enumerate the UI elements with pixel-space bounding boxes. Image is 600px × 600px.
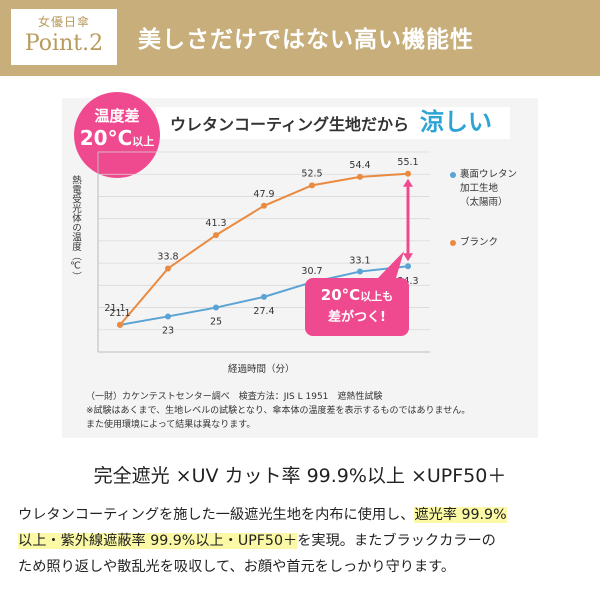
temp-badge-suffix: 以上 [132, 135, 155, 148]
header-title: 美しさだけではない高い機能性 [138, 27, 474, 53]
legend-label-line: 加工生地 [460, 183, 499, 194]
legend-item-urethane: 裏面ウレタン 加工生地 （太陽雨） [450, 168, 536, 210]
data-label: 25 [210, 317, 222, 328]
legend-label-line: 裏面ウレタン [460, 169, 518, 180]
data-label: 33.1 [349, 256, 370, 267]
callout-degrees: 20°C [320, 286, 361, 304]
highlight-text: 遮光率 99.9% [414, 507, 507, 523]
point-badge: 女優日傘 Point.2 [10, 8, 118, 66]
legend-label-blank: ブランク [460, 237, 499, 248]
data-label: 41.3 [205, 218, 226, 229]
temp-badge-label: 温度差 [94, 107, 140, 125]
callout-pointer [378, 251, 404, 278]
legend-item-blank: ブランク [450, 236, 536, 250]
chart-legend: 裏面ウレタン 加工生地 （太陽雨） ブランク [450, 168, 536, 276]
description-line: ため照り返しや散乱光を吸収して、お顔や首元をしっかり守ります。 [18, 554, 588, 580]
legend-dot-blank [450, 240, 456, 246]
description-text: ため照り返しや散乱光を吸収して、お顔や首元をしっかり守ります。 [18, 559, 456, 575]
note-line: ※試験はあくまで、生地レベルの試験となり、傘本体の温度差を表示するものではありま… [86, 406, 471, 416]
arrow-head [403, 253, 413, 262]
badge-subtitle: 女優日傘 [37, 15, 90, 29]
data-label: 47.9 [253, 189, 274, 200]
difference-callout: 20°C以上も 差がつく! [305, 278, 409, 336]
callout-suffix: 以上も [360, 290, 394, 303]
data-point [405, 170, 411, 177]
chart-series [117, 170, 411, 328]
y-axis-title: 熱電受光体の温度（℃） [70, 175, 81, 281]
legend-label-line: （太陽雨） [460, 197, 508, 208]
note-line: （一財）カケンテストセンター調べ 検査方法：JIS L 1951 遮熱性試験 [86, 392, 383, 402]
callout-text: 差がつく! [328, 310, 386, 325]
data-point [213, 304, 219, 311]
data-point [357, 268, 363, 275]
data-point [261, 202, 267, 209]
data-label: 27.4 [253, 306, 274, 317]
headline-bar [156, 107, 510, 139]
headline-text: ウレタンコーティング生地だから [170, 115, 410, 134]
data-label: 52.5 [301, 168, 322, 179]
data-label: 21.1 [109, 308, 130, 319]
test-notes: （一財）カケンテストセンター調べ 検査方法：JIS L 1951 遮熱性試験 ※… [86, 390, 470, 432]
description-text: を実現。またブラックカラーの [297, 533, 496, 549]
temp-badge-degrees: 20°C [79, 126, 133, 150]
data-label: 30.7 [301, 266, 322, 277]
temp-badge-value: 20°C以上 [74, 125, 160, 155]
data-point [309, 182, 315, 189]
data-point [357, 173, 363, 180]
x-axis-title: 経過時間（分） [228, 364, 295, 375]
description: ウレタンコーティングを施した一級遮光生地を内布に使用し、遮光率 99.9% 以上… [18, 502, 588, 580]
temperature-difference-badge: 温度差 20°C以上 [74, 92, 160, 178]
callout-value: 20°C以上も [305, 284, 409, 308]
data-point [213, 232, 219, 239]
header-bar: 女優日傘 Point.2 美しさだけではない高い機能性 [0, 0, 600, 76]
data-label: 33.8 [157, 251, 178, 262]
description-text: ウレタンコーティングを施した一級遮光生地を内布に使用し、 [18, 507, 415, 523]
arrow-head [403, 178, 413, 187]
badge-title: Point.2 [24, 31, 104, 56]
headline-accent: 涼しい [420, 108, 492, 136]
data-point [165, 313, 171, 320]
chart-data-labels: 232527.430.733.134.321.133.841.347.952.5… [104, 157, 418, 337]
description-line: 以上・紫外線遮蔽率 99.9%以上・UPF50＋を実現。またブラックカラーの [18, 528, 588, 554]
data-label: 55.1 [397, 157, 418, 168]
chart-grid [97, 151, 430, 353]
highlight-text: 以上・紫外線遮蔽率 99.9%以上・UPF50＋ [18, 533, 298, 549]
note-line: また使用環境によって結果は異なります。 [86, 420, 256, 430]
description-line: ウレタンコーティングを施した一級遮光生地を内布に使用し、遮光率 99.9% [18, 502, 588, 528]
data-point [165, 265, 171, 272]
data-label: 54.4 [349, 160, 370, 171]
feature-title: 完全遮光 ×UV カット率 99.9%以上 ×UPF50＋ [93, 465, 507, 487]
difference-arrow [378, 178, 413, 278]
data-label: 23 [162, 325, 174, 336]
data-point [261, 293, 267, 300]
data-point [405, 263, 411, 270]
legend-dot-urethane [450, 172, 456, 178]
data-label: 21.1 [104, 303, 125, 314]
data-point [117, 321, 123, 328]
